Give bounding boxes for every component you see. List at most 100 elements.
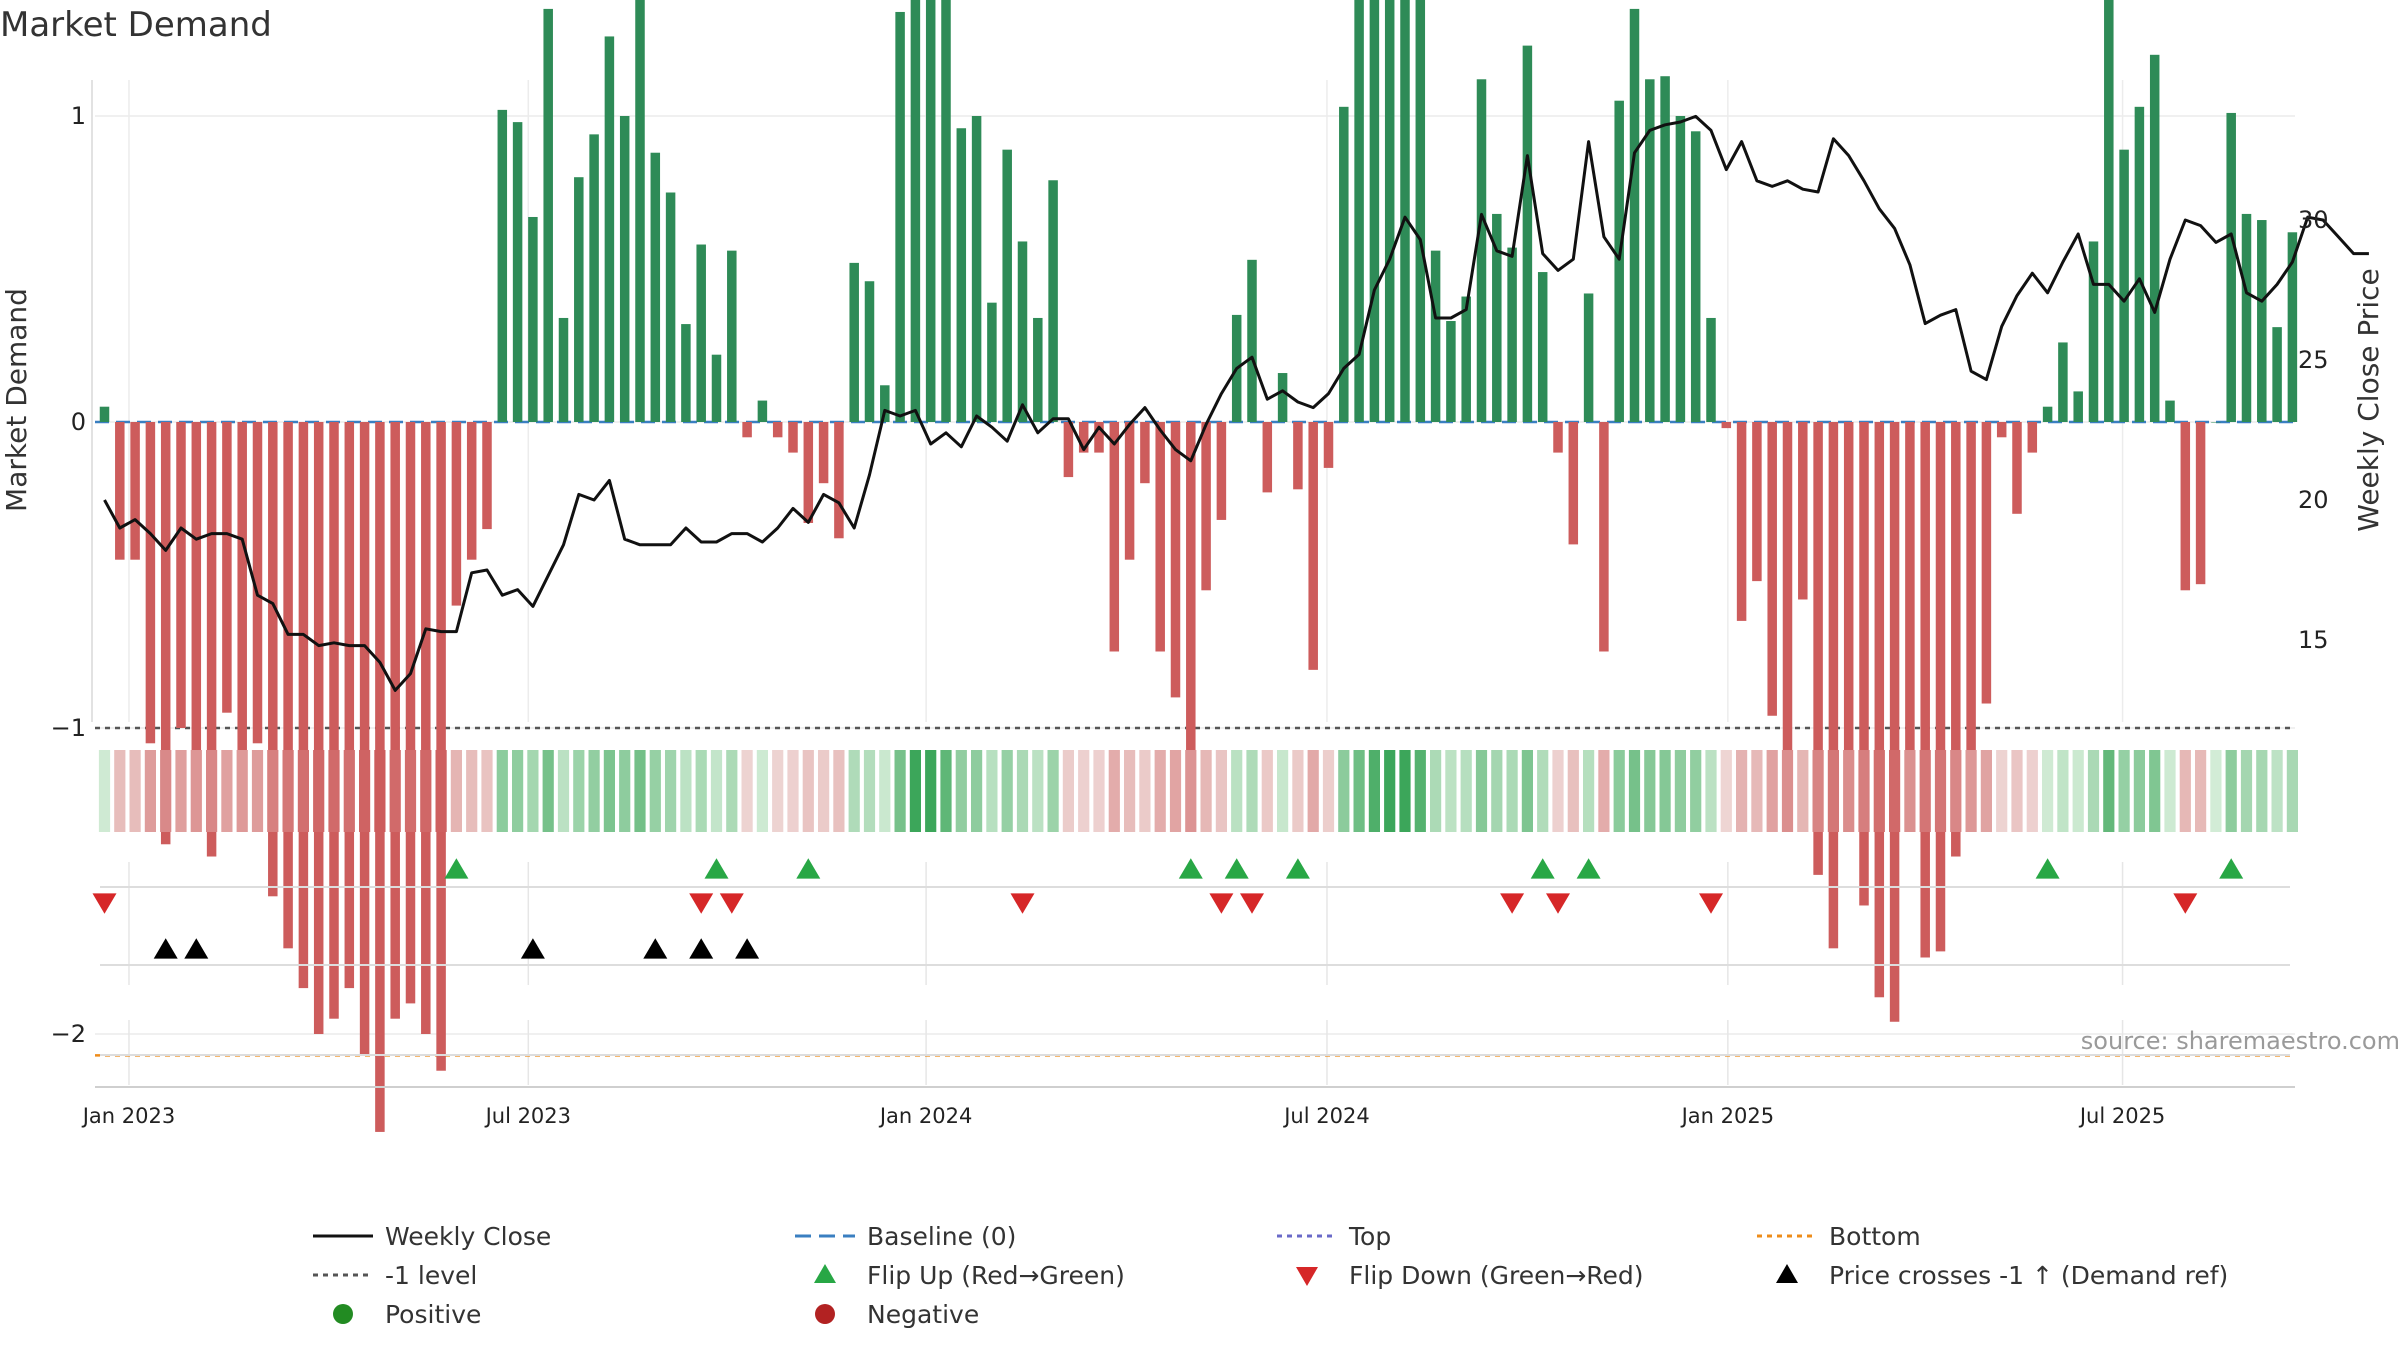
- heat-cell: [1292, 750, 1304, 832]
- heat-cell: [1261, 750, 1273, 832]
- heat-cell: [1843, 750, 1855, 832]
- demand-bar: [1935, 422, 1946, 952]
- demand-bar: [650, 152, 661, 422]
- heat-cell: [1690, 750, 1702, 832]
- demand-bar: [1553, 422, 1563, 453]
- heat-cell: [1139, 750, 1151, 832]
- heat-cell: [649, 750, 661, 832]
- heat-cell: [2225, 750, 2237, 832]
- heat-cell: [680, 750, 692, 832]
- demand-bar: [329, 422, 339, 1019]
- demand-bar: [1966, 422, 1976, 765]
- demand-bar: [1583, 293, 1594, 422]
- demand-bar: [558, 317, 569, 422]
- heat-cell: [603, 750, 615, 832]
- heat-cell: [2286, 750, 2298, 832]
- heat-cell: [695, 750, 707, 832]
- heat-cell: [160, 750, 172, 832]
- heat-cell: [1583, 750, 1595, 832]
- demand-bar: [2257, 220, 2267, 422]
- demand-bar: [1201, 422, 1211, 591]
- heat-cell: [2271, 750, 2283, 832]
- demand-bar: [941, 0, 951, 423]
- demand-bar: [1492, 213, 1502, 422]
- heat-cell: [1506, 750, 1518, 832]
- heat-cell: [1231, 750, 1243, 832]
- heat-cell: [1919, 750, 1931, 832]
- demand-bar: [421, 422, 431, 1034]
- heat-cell: [1965, 750, 1977, 832]
- heat-cell: [129, 750, 141, 832]
- demand-bar: [145, 422, 156, 744]
- demand-bar: [405, 422, 416, 1004]
- demand-bar: [1170, 422, 1181, 698]
- demand-bar: [1951, 422, 1961, 857]
- heat-cell: [1980, 750, 1992, 832]
- flip-down-marker: [719, 893, 744, 914]
- heat-cell: [1827, 750, 1839, 832]
- heat-cell: [1613, 750, 1625, 832]
- x-tick-label: Jul 2024: [1282, 1104, 1369, 1128]
- demand-bar: [1813, 422, 1823, 875]
- demand-bar: [466, 422, 477, 560]
- heat-cell: [772, 750, 784, 832]
- demand-bar: [390, 422, 400, 1019]
- demand-bar: [1017, 241, 1028, 422]
- demand-bar: [1782, 422, 1793, 814]
- demand-bar: [788, 422, 798, 453]
- demand-bar: [1461, 296, 1471, 422]
- demand-bar: [1599, 422, 1609, 652]
- demand-bar: [160, 422, 171, 845]
- heat-cell: [2240, 750, 2253, 832]
- demand-bar: [2058, 342, 2068, 422]
- heat-cell: [1032, 750, 1044, 832]
- heat-cell: [404, 750, 417, 832]
- heat-cell: [114, 750, 126, 832]
- right-y-tick-label: 30: [2298, 206, 2329, 234]
- demand-bar: [1767, 422, 1777, 716]
- heat-cell: [955, 750, 967, 832]
- heat-cell: [741, 750, 753, 832]
- demand-bar: [283, 422, 293, 949]
- demand-bar: [1690, 131, 1701, 423]
- demand-bar: [1522, 45, 1533, 423]
- demand-bar: [298, 422, 309, 989]
- heat-cell: [1475, 750, 1488, 832]
- flip-down-marker: [1699, 893, 1723, 914]
- heat-cell: [1812, 750, 1824, 832]
- demand-bar: [2241, 213, 2252, 422]
- demand-bar: [711, 354, 722, 422]
- demand-bar: [2042, 406, 2053, 422]
- heat-cell: [1659, 750, 1671, 832]
- heat-cell: [2210, 750, 2222, 832]
- demand-bar: [222, 422, 232, 713]
- flip-down-marker: [2173, 893, 2198, 914]
- right-y-tick-label: 25: [2298, 346, 2329, 374]
- demand-bar: [497, 109, 508, 422]
- heat-cell: [1537, 750, 1549, 832]
- demand-bar: [757, 400, 768, 422]
- demand-bar: [2195, 422, 2206, 585]
- heat-cell: [1384, 750, 1396, 832]
- heat-cell: [1996, 750, 2008, 832]
- heat-cell: [527, 750, 539, 832]
- demand-bar: [895, 11, 905, 423]
- right-y-tick-label: 15: [2298, 626, 2329, 654]
- demand-bar: [268, 422, 278, 897]
- flip-down-marker: [1240, 893, 1264, 914]
- heat-cell: [1858, 750, 1870, 832]
- demand-bar: [1323, 422, 1334, 468]
- demand-bar: [1537, 272, 1548, 422]
- legend-label: Price crosses -1 ↑ (Demand ref): [1829, 1261, 2228, 1290]
- heat-cell: [894, 750, 906, 832]
- heat-cell: [665, 750, 677, 832]
- demand-heat-strip: [98, 750, 2298, 832]
- heat-cell: [1552, 750, 1564, 832]
- heat-cell: [328, 750, 340, 832]
- demand-bar: [2088, 241, 2099, 422]
- heat-cell: [297, 750, 309, 832]
- demand-bar: [1094, 422, 1104, 453]
- legend-label: Bottom: [1829, 1222, 1921, 1251]
- demand-bar: [1752, 422, 1762, 582]
